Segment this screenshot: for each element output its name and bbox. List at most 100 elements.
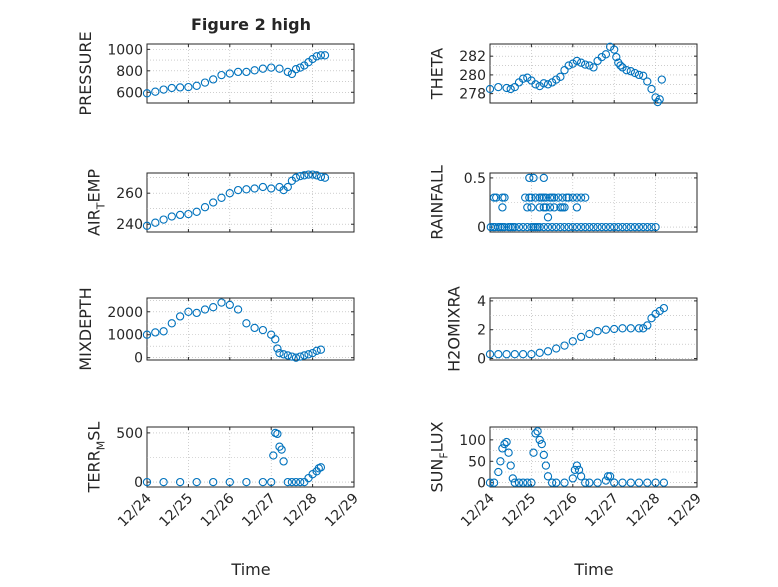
plot-area <box>146 426 355 488</box>
y-tick-label: 1000 <box>107 328 143 344</box>
data-point <box>618 222 627 232</box>
data-point <box>634 478 644 487</box>
data-point <box>610 324 619 334</box>
data-point <box>552 75 561 84</box>
data-point <box>634 222 644 232</box>
data-point <box>659 478 669 487</box>
data-point <box>500 222 509 232</box>
data-point <box>547 78 557 87</box>
plot-area <box>489 43 698 104</box>
data-point <box>601 476 611 485</box>
data-point <box>576 193 586 202</box>
y-tick-label: 500 <box>116 426 143 442</box>
data-point <box>554 193 563 202</box>
data-point <box>184 209 193 219</box>
panel-terr_msl: 0 500 TERRMSL 12/24 12/25 12/26 12/27 12/28 12/2… <box>85 422 362 531</box>
data-point <box>527 350 536 359</box>
data-point <box>605 42 615 51</box>
data-point <box>502 350 511 359</box>
data-point <box>242 185 251 194</box>
y-tick-label: 0 <box>134 475 143 491</box>
x-tick-label: 12/26 <box>541 490 581 530</box>
y-axis-label: TERRMSL <box>85 422 108 494</box>
data-point <box>233 305 243 314</box>
data-point <box>273 344 282 353</box>
data-point <box>192 477 201 487</box>
data-point <box>296 171 305 181</box>
data-point <box>308 54 317 64</box>
data-point <box>312 346 321 355</box>
data-point <box>159 477 168 487</box>
data-point <box>502 437 511 447</box>
y-tick-label: 2000 <box>107 305 143 321</box>
data-point <box>585 478 594 487</box>
data-point <box>558 193 567 202</box>
data-point <box>217 193 226 202</box>
data-point <box>527 193 536 202</box>
y-tick-label: 0 <box>134 351 143 367</box>
data-point <box>485 478 495 487</box>
data-point <box>258 477 268 487</box>
data-point <box>279 457 288 466</box>
data-point <box>576 222 586 232</box>
data-point <box>605 472 615 481</box>
plot-area <box>489 172 698 233</box>
data-point <box>217 70 226 80</box>
data-point <box>622 66 631 75</box>
data-point <box>630 68 640 78</box>
data-point <box>267 184 276 193</box>
data-point <box>593 222 602 232</box>
y-tick-label: 800 <box>116 64 143 80</box>
data-point <box>552 344 561 353</box>
x-tick-label: 12/27 <box>239 491 279 531</box>
data-point <box>498 222 507 232</box>
data-point <box>618 63 627 72</box>
data-point <box>142 477 152 487</box>
data-point <box>320 173 330 182</box>
data-point <box>576 58 586 67</box>
data-point <box>616 61 625 70</box>
data-point <box>610 222 619 232</box>
data-point <box>217 298 226 307</box>
data-point <box>159 215 168 224</box>
data-point <box>593 478 602 487</box>
data-point <box>489 478 499 487</box>
data-point <box>568 337 577 346</box>
data-point <box>576 332 586 342</box>
data-point <box>630 222 640 232</box>
data-point <box>500 439 509 449</box>
data-point <box>543 472 553 481</box>
data-point <box>529 173 538 183</box>
data-point <box>258 325 268 335</box>
data-point <box>521 193 530 202</box>
y-tick-label: 0 <box>477 220 486 236</box>
data-point <box>316 172 326 182</box>
data-point <box>494 82 503 92</box>
data-point <box>655 95 664 104</box>
data-point <box>291 173 301 182</box>
data-point <box>200 78 210 87</box>
data-point <box>250 184 259 193</box>
data-point <box>200 203 210 212</box>
data-point <box>568 222 577 232</box>
data-point <box>523 203 532 212</box>
data-point <box>192 207 201 216</box>
data-point <box>287 352 297 361</box>
x-tick-label: 12/29 <box>322 491 362 531</box>
data-point <box>518 350 528 359</box>
x-axis-label-right: Time <box>573 560 613 579</box>
data-point <box>610 45 619 54</box>
data-point <box>639 324 648 333</box>
data-point <box>510 222 519 232</box>
data-point <box>568 193 577 202</box>
data-point <box>527 203 536 212</box>
data-point <box>502 83 511 93</box>
plot-area <box>146 172 355 233</box>
data-point <box>541 461 551 470</box>
data-point <box>498 444 507 453</box>
data-point <box>572 203 582 212</box>
data-point <box>545 193 555 202</box>
data-point <box>568 474 577 483</box>
data-point <box>267 63 276 72</box>
data-point <box>657 75 666 84</box>
